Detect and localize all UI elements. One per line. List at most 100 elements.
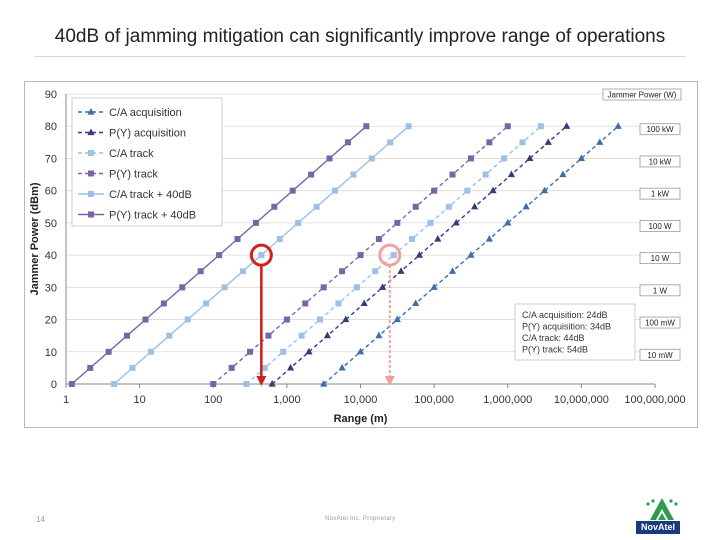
data-point [350,171,357,178]
page-number: 14 [36,515,45,524]
data-point [504,123,511,130]
data-point [289,187,296,194]
data-point [357,252,364,259]
y-tick-label: 0 [51,379,57,391]
data-point [243,381,250,387]
data-point [430,283,438,290]
power-scale-label: 1 W [653,286,668,295]
data-point [216,252,223,259]
annotation-line: P(Y) track: 54dB [522,345,588,355]
data-point [577,154,585,162]
data-point [363,123,370,130]
y-tick-label: 80 [45,121,57,133]
x-tick-label: 100,000 [414,394,454,406]
data-point [283,316,290,323]
legend-box [71,97,223,227]
power-scale-title-box [602,88,682,101]
data-point [295,219,302,226]
data-point [280,348,287,355]
data-point [375,331,383,339]
data-point [368,155,375,162]
power-scale-label: 100 kW [646,125,674,134]
power-scale-label: 100 mW [645,319,675,328]
series-p-y-acquisition [268,122,571,387]
power-scale-label-box [639,284,681,297]
annotation-line: P(Y) acquisition: 34dB [522,322,611,332]
y-tick-label: 70 [45,153,57,165]
data-point [124,332,131,339]
data-point [504,218,512,226]
arrowhead-icon [256,376,267,386]
data-point [412,203,419,210]
data-point [298,332,305,339]
data-point [271,203,278,210]
data-point [563,122,571,129]
power-scale-label-box [639,123,681,136]
data-point [519,139,526,146]
legend-label: P(Y) track + 40dB [109,210,196,222]
slide-title: 40dB of jamming mitigation can significa… [54,26,666,47]
x-tick-label: 1,000,000 [483,394,532,406]
power-scale-label-box [639,252,681,265]
title-divider [34,56,686,57]
power-scale-label: 10 mW [647,351,673,360]
y-tick-label: 50 [45,218,57,230]
data-point [339,268,346,275]
x-tick-label: 10,000,000 [554,394,609,406]
annotation-line: C/A acquisition: 24dB [522,310,608,320]
data-point [335,300,342,307]
power-scale-label: 1 kW [651,190,670,199]
data-point [393,315,401,323]
logo-wordmark: NovAtel [636,521,680,534]
data-point [68,381,75,387]
data-point [596,138,604,145]
data-point [353,284,360,291]
x-tick-label: 100 [204,394,222,406]
margin-annotation: C/A acquisition: 24dB P(Y) acquisition: 3… [514,303,636,361]
data-point [405,123,412,130]
data-point [445,203,452,210]
power-scale-label: 100 W [648,222,672,231]
data-point [452,218,460,226]
range-vs-jammer-power-chart: 0 10 20 30 40 50 60 70 80 90 1 10 100 1,000 10,000 100,… [29,88,686,425]
x-tick-label: 1,000 [273,394,301,406]
arrowhead-icon [384,376,395,386]
data-point [252,219,259,226]
y-tick-label: 90 [45,89,57,101]
x-axis-label: Range (m) [334,413,388,425]
legend: C/A acquisition P(Y) acquisition C/A track… [71,97,223,227]
series-c-a-track [243,123,544,387]
data-point [147,348,154,355]
y-tick-label: 40 [45,250,57,262]
data-point [338,363,346,371]
data-point [302,300,309,307]
data-point [313,203,320,210]
power-scale-label: 10 W [651,254,670,263]
data-point [166,332,173,339]
legend-label: P(Y) acquisition [109,128,186,140]
data-point [434,235,442,242]
data-point [184,316,191,323]
legend-marker [87,108,95,115]
legend-marker [88,170,94,177]
data-point [522,202,530,210]
x-tick-label: 100,000,000 [624,394,685,406]
data-point [331,187,338,194]
data-point [129,364,136,371]
data-point [320,380,328,387]
series-line [271,125,568,385]
data-point [540,186,549,194]
data-point [375,236,382,242]
data-point [265,332,272,339]
data-point [431,187,438,194]
chart-frame: 0 10 20 30 40 50 60 70 80 90 1 10 100 1,000 10,000 100,… [24,81,698,428]
data-point [320,284,327,291]
data-point [308,171,315,178]
data-point [142,316,149,323]
data-point [228,364,235,371]
data-point [87,364,94,371]
legend-marker [88,191,94,197]
legend-label: C/A acquisition [109,107,182,119]
data-point [356,347,365,355]
series-p-y-track-40db [68,123,370,387]
